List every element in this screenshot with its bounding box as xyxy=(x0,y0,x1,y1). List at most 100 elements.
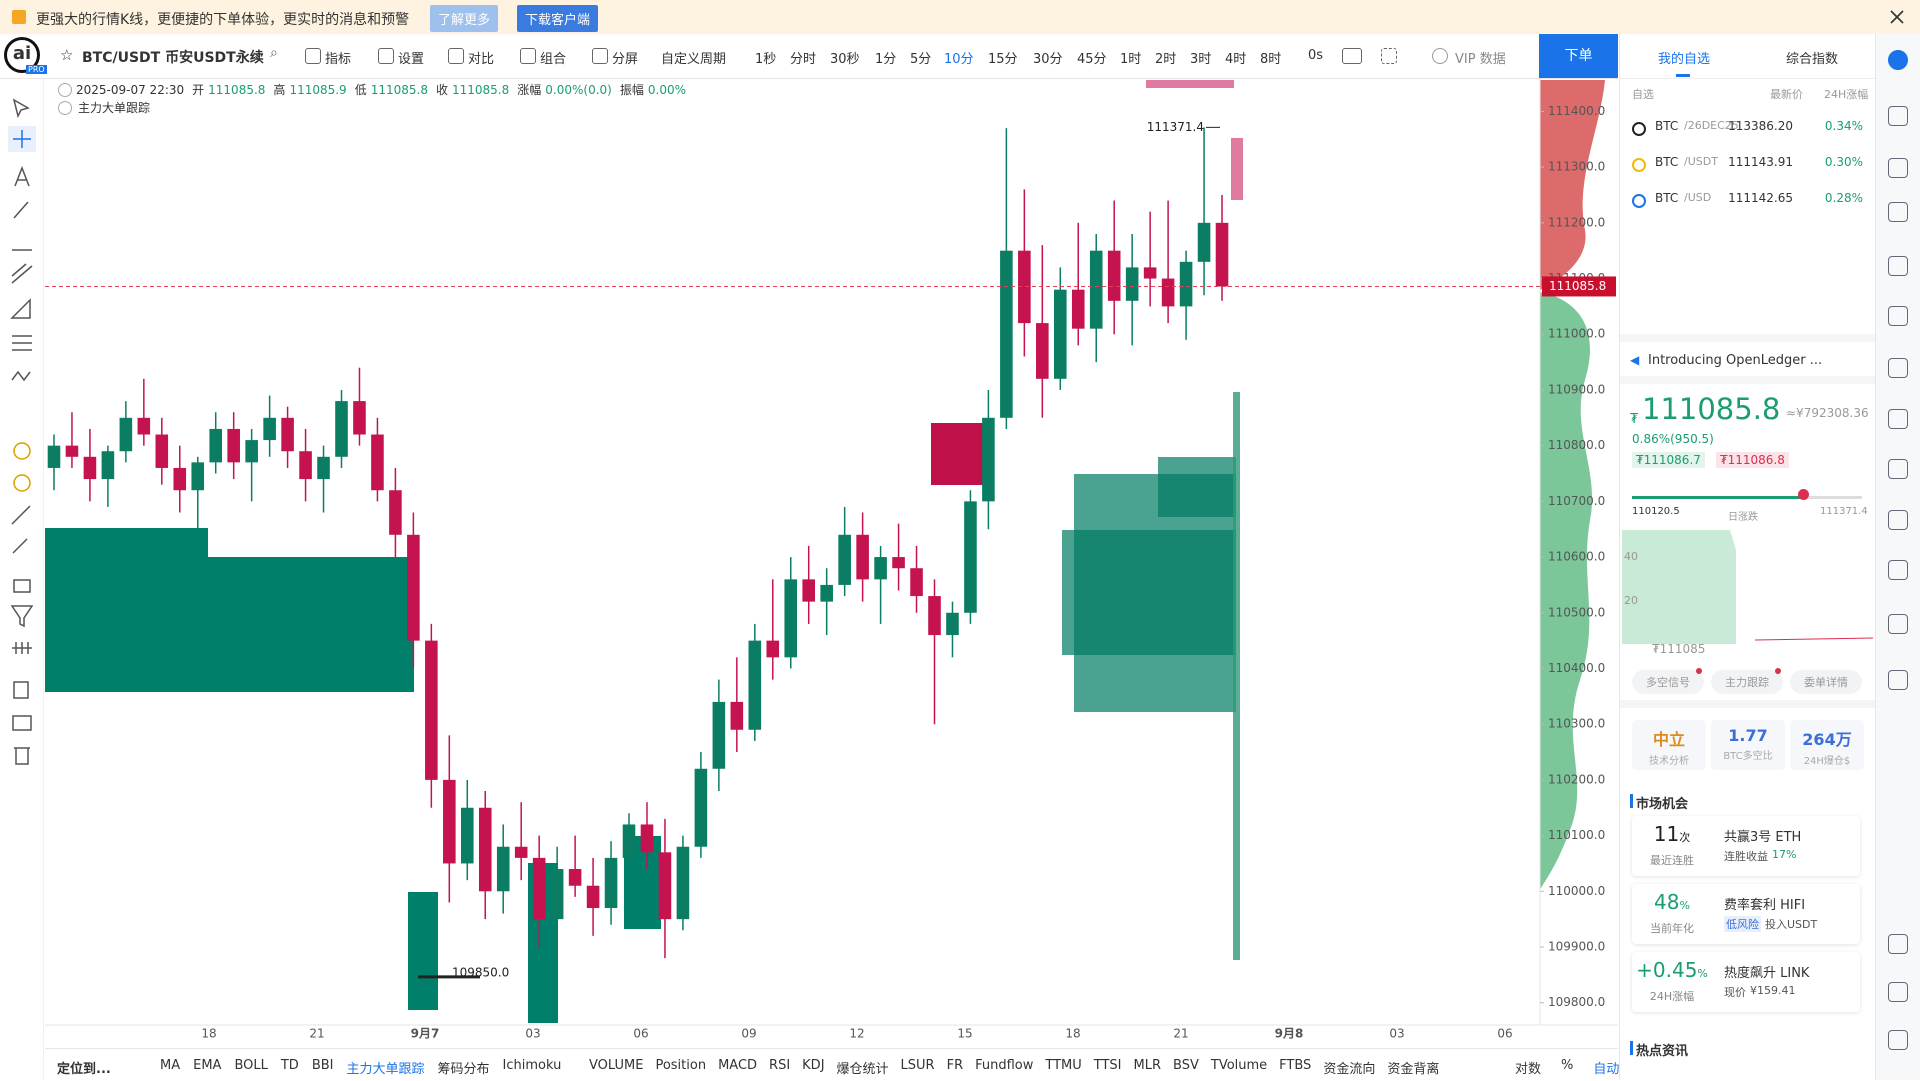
indicator-button[interactable]: KDJ xyxy=(802,1058,825,1073)
star-icon[interactable]: ☆ xyxy=(60,46,74,64)
period-button[interactable]: 2时 xyxy=(1155,52,1177,67)
close-icon[interactable] xyxy=(1890,10,1904,24)
axis-option[interactable]: 自动 xyxy=(1593,1062,1620,1077)
tool-icon[interactable] xyxy=(448,48,464,64)
shape-tool[interactable] xyxy=(10,298,31,319)
fullscreen-icon[interactable] xyxy=(1381,48,1397,64)
period-button[interactable]: 3时 xyxy=(1190,52,1212,67)
app-icon[interactable] xyxy=(1888,459,1908,479)
indicator-button[interactable]: Ichimoku xyxy=(502,1058,562,1073)
app-icon[interactable] xyxy=(1888,510,1908,530)
period-button[interactable]: 4时 xyxy=(1225,52,1247,67)
lock-magnet-tool[interactable] xyxy=(13,474,31,492)
indicator-button[interactable]: TD xyxy=(280,1058,299,1073)
tool-icon[interactable] xyxy=(378,48,394,64)
magnet-tool[interactable] xyxy=(13,442,31,460)
period-button[interactable]: 1分 xyxy=(875,52,897,67)
app-icon[interactable] xyxy=(1888,409,1908,429)
indicator-button[interactable]: LSUR xyxy=(900,1058,935,1073)
coin-base[interactable]: BTC xyxy=(1655,191,1679,205)
symbol[interactable]: BTC/USDT 币安USDT永续 xyxy=(82,50,264,66)
indicator-button[interactable]: 爆仓统计 xyxy=(836,1062,889,1077)
delete-tool[interactable] xyxy=(14,747,30,765)
axis-option[interactable]: 对数 xyxy=(1515,1062,1542,1077)
tool-button[interactable]: 指标 xyxy=(325,52,352,67)
app-icon[interactable] xyxy=(1888,358,1908,378)
indicator-button[interactable]: 主力大单跟踪 xyxy=(346,1062,425,1077)
app-icon[interactable] xyxy=(1888,256,1908,276)
app-icon[interactable] xyxy=(1888,934,1908,954)
indicator-button[interactable]: FR xyxy=(946,1058,964,1073)
period-button[interactable]: 1秒 xyxy=(755,52,777,67)
app-icon[interactable] xyxy=(1888,670,1908,690)
period-button[interactable]: 30分 xyxy=(1033,52,1063,67)
indicator-button[interactable]: BBI xyxy=(311,1058,334,1073)
indicator-button[interactable]: BSV xyxy=(1173,1058,1199,1073)
period-button[interactable]: 15分 xyxy=(988,52,1018,67)
indicator-button[interactable]: TTSI xyxy=(1093,1058,1122,1073)
period-button[interactable]: 10分 xyxy=(944,52,974,67)
coin-base[interactable]: BTC xyxy=(1655,155,1679,169)
tool-icon[interactable] xyxy=(305,48,321,64)
app-icon[interactable] xyxy=(1888,106,1908,126)
app-icon[interactable] xyxy=(1888,560,1908,580)
pattern-tool[interactable] xyxy=(11,370,31,382)
coin-base[interactable]: BTC xyxy=(1655,119,1679,133)
ticker-button[interactable]: 多空信号 xyxy=(1632,670,1704,694)
indicator-button[interactable]: EMA xyxy=(193,1058,222,1073)
app-icon[interactable] xyxy=(1888,202,1908,222)
news-headline[interactable]: Introducing OpenLedger ... xyxy=(1648,353,1823,368)
period-button[interactable]: 8时 xyxy=(1260,52,1282,67)
cursor-tool[interactable] xyxy=(12,98,30,119)
indicator-button[interactable]: TVolume xyxy=(1210,1058,1268,1073)
app-icon[interactable] xyxy=(1888,1030,1908,1050)
order-button[interactable]: 下单 xyxy=(1539,34,1618,78)
indicator-button[interactable]: MLR xyxy=(1133,1058,1162,1073)
brush-tool[interactable] xyxy=(13,201,29,219)
axis-option[interactable]: % xyxy=(1561,1058,1574,1073)
collapse-icon[interactable] xyxy=(58,82,72,97)
tool-button[interactable]: 组合 xyxy=(540,52,567,67)
tool-button[interactable]: 对比 xyxy=(468,52,495,67)
ticker-button[interactable]: 委单详情 xyxy=(1790,670,1862,694)
indicator-tool[interactable] xyxy=(12,642,32,654)
indicator-button[interactable]: VOLUME xyxy=(589,1058,644,1073)
app-icon[interactable] xyxy=(1888,158,1908,178)
tab[interactable]: 综合指数 xyxy=(1786,52,1839,67)
opportunity-card[interactable]: 48% 当前年化 费率套利 HIFI 低风险 投入USDT xyxy=(1632,884,1860,944)
opportunity-card[interactable]: 11次 最近连胜 共赢3号 ETH 连胜收益 17% xyxy=(1632,816,1860,876)
crosshair-tool[interactable] xyxy=(13,130,31,148)
period-button[interactable]: 分时 xyxy=(790,52,817,67)
logo[interactable]: ai xyxy=(4,37,40,73)
tool-button[interactable]: 设置 xyxy=(398,52,425,67)
tool-button[interactable]: 分屏 xyxy=(612,52,639,67)
app-icon[interactable] xyxy=(1888,50,1908,70)
app-icon[interactable] xyxy=(1888,614,1908,634)
tab-active[interactable]: 我的自选 xyxy=(1658,52,1711,67)
period-button[interactable]: 5分 xyxy=(910,52,932,67)
download-button[interactable]: 下载客户端 xyxy=(517,5,599,32)
indicator-button[interactable]: MACD xyxy=(718,1058,758,1073)
filter-tool[interactable] xyxy=(10,605,34,628)
learn-more-button[interactable]: 了解更多 xyxy=(430,5,499,32)
app-icon[interactable] xyxy=(1888,306,1908,326)
indicator-button[interactable]: RSI xyxy=(769,1058,791,1073)
vip-data[interactable]: VIP 数据 xyxy=(1455,52,1506,67)
tool-icon[interactable] xyxy=(592,48,608,64)
ticker-button[interactable]: 主力跟踪 xyxy=(1711,670,1783,694)
indicator-button[interactable]: BOLL xyxy=(234,1058,268,1073)
indicator-button[interactable]: 筹码分布 xyxy=(437,1062,490,1077)
settings-tool[interactable] xyxy=(12,715,32,731)
indicator-button[interactable]: 资金背离 xyxy=(1387,1062,1440,1077)
period-button[interactable]: 45分 xyxy=(1077,52,1107,67)
indicator-button[interactable]: TTMU xyxy=(1045,1058,1082,1073)
custom-period[interactable]: 自定义周期 xyxy=(661,52,727,67)
template-tool[interactable] xyxy=(13,681,29,699)
fib-tool[interactable] xyxy=(11,263,33,284)
indicator-button[interactable]: Position xyxy=(655,1058,707,1073)
text-tool[interactable] xyxy=(14,165,30,187)
indicator-icon[interactable] xyxy=(58,100,72,115)
pen-tool[interactable] xyxy=(12,538,28,554)
period-button[interactable]: 1时 xyxy=(1120,52,1142,67)
channel-tool[interactable] xyxy=(12,335,32,351)
